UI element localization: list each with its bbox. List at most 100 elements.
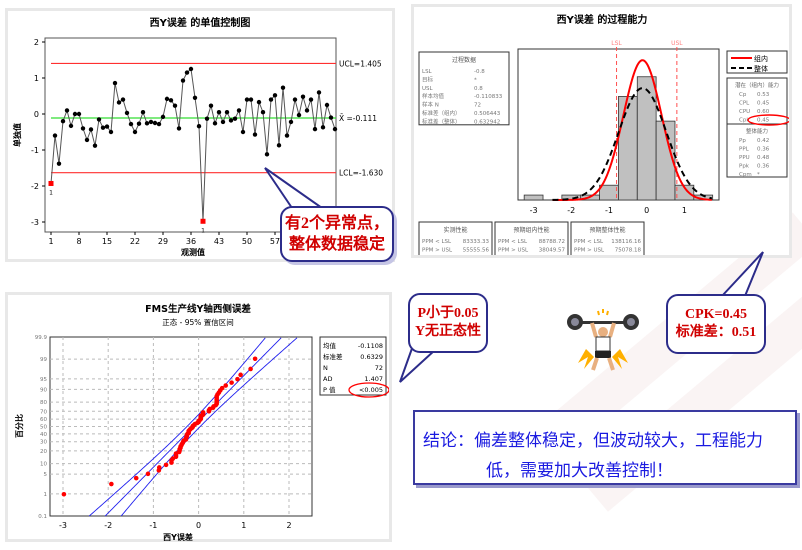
- ppm-table-row-value: 75078.18: [615, 248, 642, 254]
- normality-callout: P小于0.05 Y无正态性: [408, 293, 488, 353]
- stats-box: [319, 336, 387, 396]
- ppm-table-row-value: 83333.33: [463, 239, 490, 245]
- ci-upper-line: [88, 337, 266, 517]
- ppm-table: [418, 221, 493, 255]
- lcl-label: LCL=-1.630: [339, 169, 383, 178]
- legend-label: 整体: [754, 64, 768, 73]
- outlier-callout-line1: 有2个异常点，: [284, 215, 389, 232]
- x-tick-label: -3: [59, 521, 67, 530]
- data-point: [264, 152, 270, 157]
- cpk-callout-line2: 标准差：0.51: [675, 325, 757, 340]
- data-point: [316, 90, 322, 95]
- process-data-box-row-label: 标准差（整体）: [422, 117, 461, 125]
- potential-label: Cpk: [739, 118, 750, 124]
- probability-plot-panel: FMS生产线Y轴西侧误差 正态 - 95% 置信区间 0.1 1 5 10 20 30 40 50…: [5, 292, 392, 542]
- potential-label: Cp: [739, 92, 747, 98]
- data-point: [300, 94, 306, 99]
- data-point: [248, 366, 253, 372]
- y-tick-label: 90: [40, 387, 47, 393]
- capability-box: [726, 77, 788, 178]
- data-point: [84, 137, 90, 143]
- data-point: [229, 380, 234, 385]
- stats-value: 72: [375, 364, 383, 372]
- data-point: [172, 103, 178, 108]
- x-tick-label: 50: [242, 237, 252, 246]
- data-point: [296, 112, 302, 118]
- data-point: [56, 161, 62, 166]
- cpk-callout: CPK=0.45 标准差：0.51: [666, 294, 766, 354]
- overall-curve: [552, 87, 713, 201]
- y-axis-label: 百分比: [14, 414, 24, 438]
- process-data-box-row-label: 样本均值: [422, 92, 445, 100]
- y-tick-label: 70: [40, 409, 47, 415]
- data-point: [280, 85, 286, 90]
- x-tick-label: 15: [102, 237, 112, 246]
- y-tick-label: 10: [40, 462, 47, 468]
- x-tick-label: 0: [644, 206, 649, 215]
- legend-label: 组内: [754, 54, 768, 63]
- data-point: [192, 95, 198, 101]
- data-point: [112, 80, 118, 86]
- ppm-table-row-label: PPM > USL: [422, 248, 453, 254]
- y-tick-label: 99: [40, 357, 47, 363]
- data-point: [128, 121, 134, 127]
- data-point: [216, 110, 222, 115]
- overall-value: 0.42: [757, 138, 769, 144]
- data-point: [268, 97, 274, 102]
- data-point: [200, 410, 206, 415]
- stats-label: N: [323, 364, 328, 372]
- data-point: [324, 102, 330, 108]
- data-point: [236, 108, 242, 113]
- y-tick-label: -3: [31, 218, 39, 227]
- data-point: [76, 111, 82, 117]
- x-tick-label: 1: [682, 206, 687, 215]
- process-data-box-row-value: 0.632942: [474, 119, 500, 125]
- y-tick-label: 5: [44, 472, 48, 478]
- x-tick-label: -2: [567, 206, 575, 215]
- ppm-table-row-value: 55555.56: [463, 248, 490, 254]
- outlier-callout-tail: [264, 167, 326, 209]
- y-tick-label: -2: [31, 182, 39, 191]
- process-data-box-row-label: 目标: [422, 75, 434, 83]
- data-point: [204, 116, 210, 121]
- data-point: [136, 121, 142, 126]
- data-point: [180, 78, 186, 83]
- data-point: [109, 481, 114, 487]
- data-point: [276, 143, 282, 148]
- data-point: [328, 115, 334, 120]
- ppm-table-title: 预期组内性能: [513, 226, 549, 234]
- cpk-callout-line1: CPK=0.45: [684, 307, 748, 322]
- y-tick-label: 30: [40, 440, 47, 446]
- process-data-box-row-label: 标准差（组内）: [422, 109, 461, 117]
- x-tick-label: 22: [130, 237, 140, 246]
- potential-label: CPL: [739, 101, 750, 107]
- data-point: [288, 119, 294, 125]
- overall-label: Ppk: [739, 164, 750, 170]
- data-point: [120, 97, 126, 102]
- potential-value: 0.45: [757, 101, 770, 107]
- x-tick-label: 43: [214, 237, 224, 246]
- data-point: [80, 126, 86, 131]
- data-point: [252, 132, 258, 137]
- ucl-label: UCL=1.405: [339, 59, 382, 68]
- data-point: [145, 471, 151, 477]
- data-point: [132, 129, 138, 135]
- y-tick-label: 1: [34, 74, 39, 83]
- data-point: [124, 110, 130, 116]
- ppm-table-row-value: 138116.16: [611, 239, 641, 245]
- data-point: [104, 124, 110, 129]
- ppm-table-row-label: PPM > USL: [574, 248, 605, 254]
- potential-value: 0.45: [757, 118, 770, 124]
- weightlifter-icon: [567, 309, 639, 371]
- overall-label: PPU: [739, 155, 750, 161]
- stats-label: AD: [323, 375, 332, 383]
- data-point: [252, 356, 258, 362]
- data-point: [163, 462, 169, 468]
- ppm-table-row-label: PPM < LSL: [498, 239, 528, 245]
- y-tick-label: 95: [40, 377, 47, 383]
- y-tick-label: 60: [40, 417, 47, 423]
- data-point: [160, 114, 166, 120]
- p-value-highlight-circle: [348, 382, 389, 398]
- y-axis-label: 单独值: [12, 123, 22, 147]
- conclusion-box: 结论：偏差整体稳定，但波动较大，工程能力 低，需要加大改善控制！: [413, 410, 797, 485]
